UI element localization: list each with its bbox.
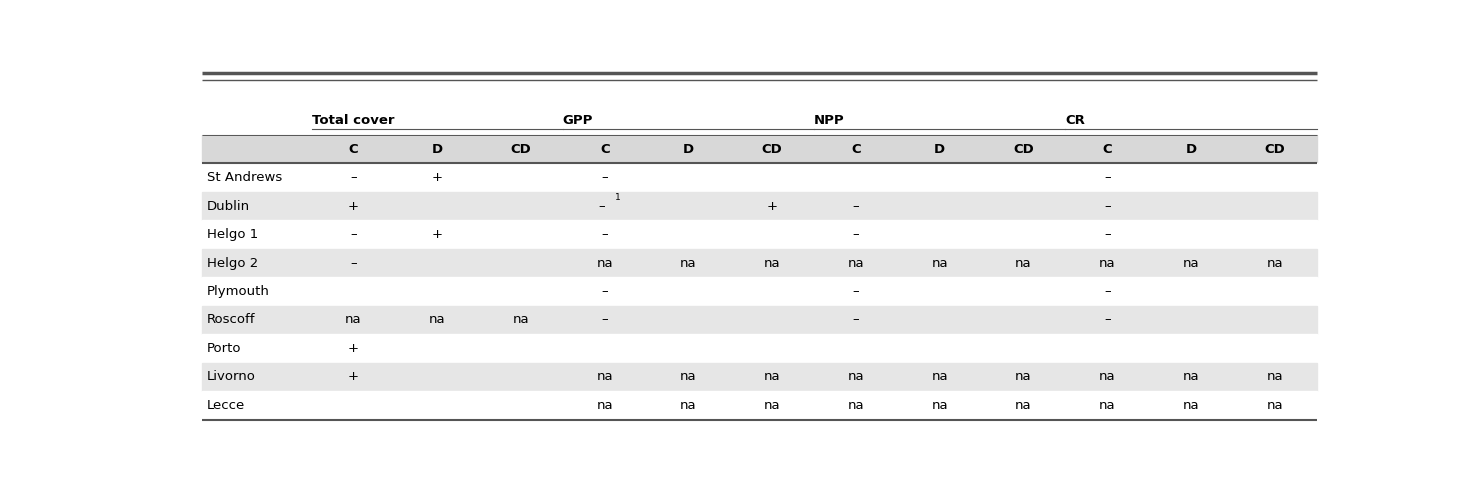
Text: na: na [428, 314, 446, 327]
Text: GPP: GPP [563, 114, 593, 127]
Text: D: D [431, 143, 443, 156]
Text: D: D [934, 143, 946, 156]
Text: –: – [602, 285, 608, 298]
Text: –: – [852, 199, 860, 212]
Text: na: na [848, 257, 864, 270]
Text: na: na [763, 399, 781, 412]
Text: na: na [931, 370, 948, 383]
Text: Lecce: Lecce [207, 399, 246, 412]
Text: na: na [931, 257, 948, 270]
Text: na: na [763, 257, 781, 270]
Text: –: – [597, 199, 605, 212]
Text: na: na [1098, 257, 1116, 270]
Text: C: C [600, 143, 609, 156]
Text: na: na [345, 314, 362, 327]
Text: +: + [431, 228, 443, 241]
Text: –: – [602, 171, 608, 184]
Text: na: na [763, 370, 781, 383]
Text: Livorno: Livorno [207, 370, 256, 383]
Text: CD: CD [1014, 143, 1034, 156]
Text: –: – [852, 314, 860, 327]
Text: na: na [1098, 399, 1116, 412]
Text: +: + [431, 171, 443, 184]
Text: –: – [852, 228, 860, 241]
Text: na: na [680, 370, 697, 383]
Text: na: na [680, 399, 697, 412]
Bar [203, 277, 1316, 306]
Text: St Andrews: St Andrews [207, 171, 283, 184]
Text: +: + [348, 199, 359, 212]
Text: na: na [1098, 370, 1116, 383]
Text: –: – [1104, 228, 1110, 241]
Bar [203, 220, 1316, 249]
Text: na: na [1015, 399, 1031, 412]
Text: –: – [602, 314, 608, 327]
Bar [203, 192, 1316, 220]
Text: na: na [848, 370, 864, 383]
Bar [203, 135, 1316, 164]
Text: D: D [683, 143, 694, 156]
Text: na: na [1267, 370, 1283, 383]
Text: –: – [1104, 285, 1110, 298]
Text: na: na [1183, 399, 1199, 412]
Bar [203, 334, 1316, 363]
Text: CD: CD [762, 143, 782, 156]
Text: –: – [1104, 314, 1110, 327]
Text: –: – [1104, 171, 1110, 184]
Bar [203, 249, 1316, 277]
Text: NPP: NPP [814, 114, 845, 127]
Text: Porto: Porto [207, 342, 242, 355]
Text: na: na [680, 257, 697, 270]
Bar [203, 363, 1316, 391]
Text: CD: CD [511, 143, 532, 156]
Text: Plymouth: Plymouth [207, 285, 270, 298]
Text: na: na [596, 370, 614, 383]
Text: na: na [931, 399, 948, 412]
Text: C: C [851, 143, 861, 156]
Text: na: na [1267, 257, 1283, 270]
Text: –: – [602, 228, 608, 241]
Text: na: na [1183, 257, 1199, 270]
Bar [203, 164, 1316, 192]
Text: C: C [1103, 143, 1112, 156]
Text: 1: 1 [615, 194, 621, 202]
Text: +: + [348, 342, 359, 355]
Text: –: – [1104, 199, 1110, 212]
Text: na: na [596, 399, 614, 412]
Text: Roscoff: Roscoff [207, 314, 255, 327]
Text: Dublin: Dublin [207, 199, 250, 212]
Text: na: na [1267, 399, 1283, 412]
Text: CR: CR [1066, 114, 1085, 127]
Text: CD: CD [1264, 143, 1285, 156]
Text: –: – [350, 257, 357, 270]
Text: na: na [513, 314, 529, 327]
Text: na: na [1183, 370, 1199, 383]
Bar [203, 391, 1316, 420]
Text: na: na [1015, 370, 1031, 383]
Text: Helgo 1: Helgo 1 [207, 228, 258, 241]
Text: –: – [852, 285, 860, 298]
Text: Total cover: Total cover [311, 114, 394, 127]
Text: Helgo 2: Helgo 2 [207, 257, 258, 270]
Text: +: + [348, 370, 359, 383]
Text: C: C [348, 143, 359, 156]
Text: na: na [596, 257, 614, 270]
Text: –: – [350, 171, 357, 184]
Text: D: D [1186, 143, 1196, 156]
Text: na: na [848, 399, 864, 412]
Text: na: na [1015, 257, 1031, 270]
Text: –: – [350, 228, 357, 241]
Bar [203, 306, 1316, 334]
Text: +: + [766, 199, 778, 212]
